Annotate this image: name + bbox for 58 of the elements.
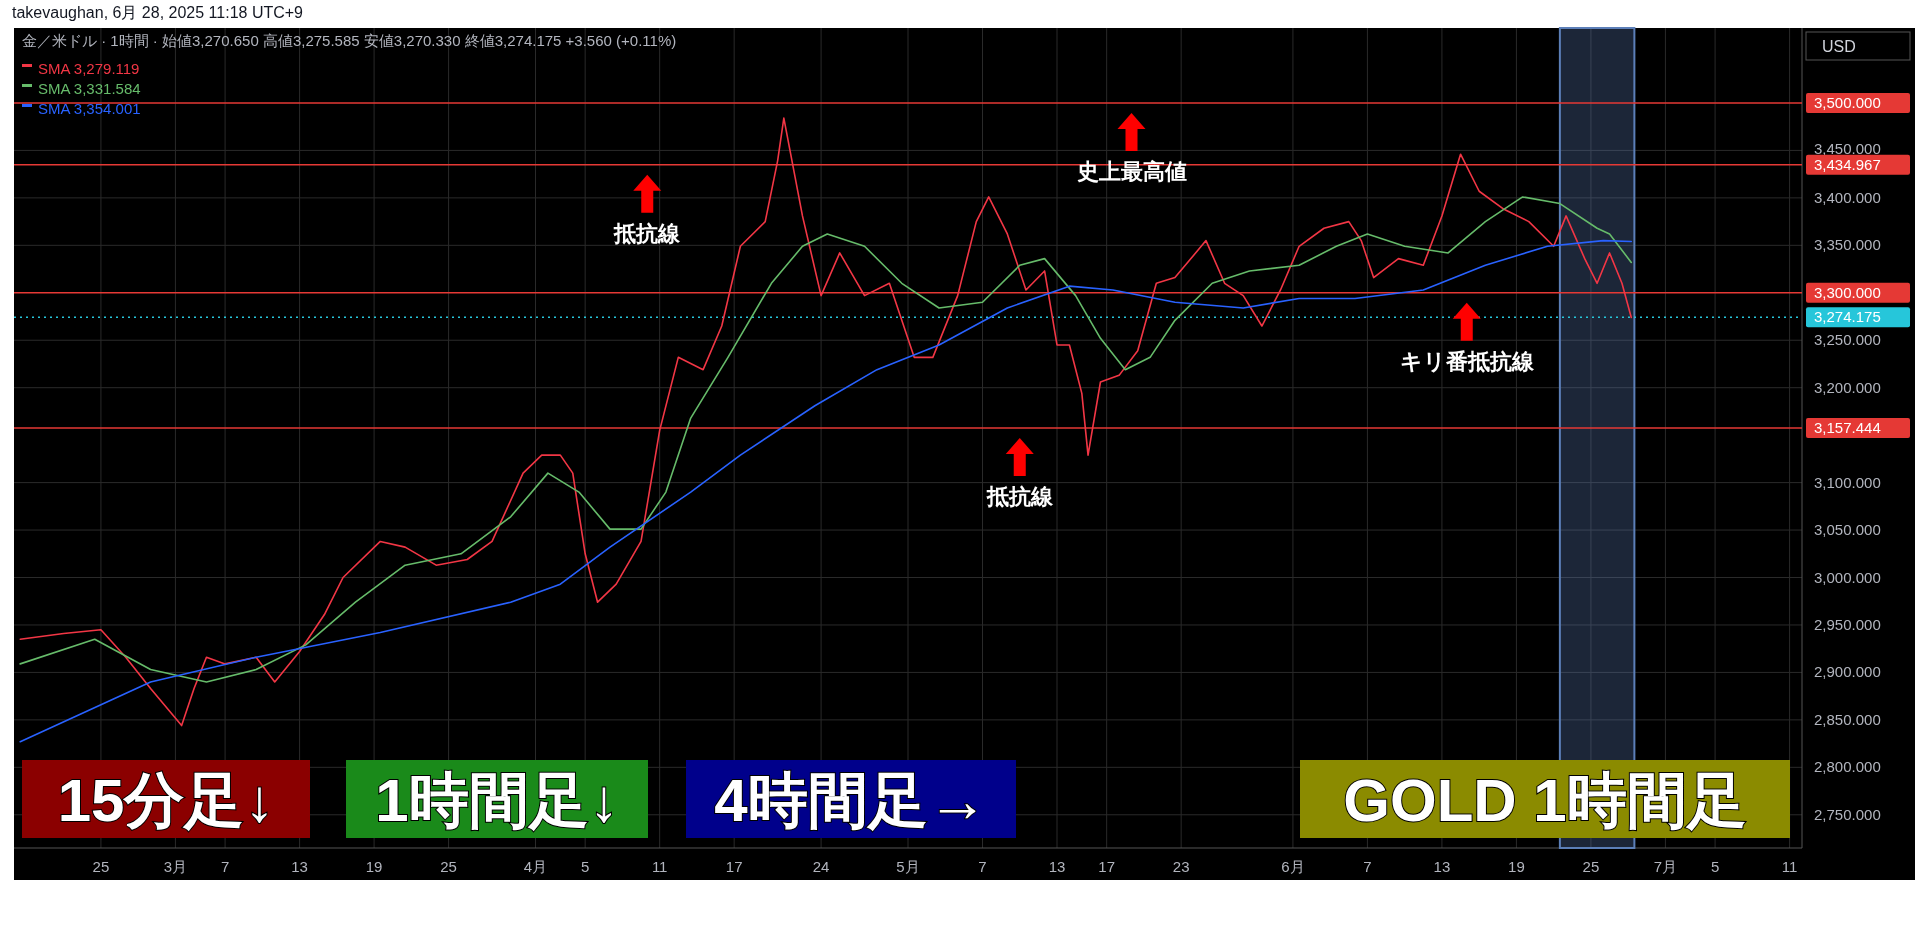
x-tick-label: 11 (1781, 858, 1798, 875)
text: takevaughan, 6月 28, 2025 11:18 UTC+9 (12, 4, 304, 21)
x-tick-label: 17 (725, 858, 743, 875)
y-tick-label: 2,950.000 (1814, 615, 1881, 633)
y-tick-label: 3,100.000 (1814, 473, 1881, 491)
y-tick-label: 3,200.000 (1814, 378, 1881, 396)
y-tick-label: 3,400.000 (1814, 188, 1881, 206)
x-tick-label: 6月 (1281, 858, 1305, 875)
y-tick-label: 3,000.000 (1814, 568, 1881, 586)
x-tick-label: 17 (1098, 858, 1116, 875)
x-tick-label: 7月 (1653, 858, 1678, 875)
y-tick-label: 3,350.000 (1814, 236, 1881, 254)
x-tick-label: 5月 (896, 858, 920, 875)
x-tick-label: 13 (1048, 858, 1066, 875)
x-tick-label: 25 (440, 858, 457, 875)
x-tick-label: 13 (291, 858, 308, 875)
y-tick-label: 2,900.000 (1814, 663, 1881, 681)
annotation: キリ番抵抗線 (1399, 348, 1535, 374)
line-series (19, 117, 1633, 727)
x-tick-label: 24 (812, 858, 830, 875)
x-tick-label: 7 (978, 858, 987, 875)
y-axis-title: USD (1822, 38, 1856, 55)
annotation: 15分足↓ (57, 767, 275, 834)
ref-line-label: 3,157.444 (1814, 419, 1881, 437)
legend-label: SMA 3,331.584 (38, 80, 141, 97)
annotation: 抵抗線 (613, 220, 682, 246)
x-tick-label: 3月 (163, 858, 188, 875)
x-tick-label: 5 (580, 858, 590, 875)
x-tick-label: 7 (220, 858, 230, 875)
ref-line-label: 3,500.000 (1814, 93, 1881, 111)
x-tick-label: 5 (1710, 858, 1720, 875)
annotation: 1時間足↓ (375, 767, 619, 834)
x-tick-label: 25 (92, 858, 110, 875)
chart-title: 金／米ドル · 1時間 · 始値3,270.650 高値3,275.585 安値3,270.330 終値3,274.175 +3.560 (+0.11%) (22, 32, 677, 49)
annotation: GOLD 1時間足 (1343, 767, 1747, 834)
ref-line-label: 3,434.967 (1814, 155, 1881, 173)
x-tick-label: 4月 (523, 858, 548, 875)
x-tick-label: 13 (1433, 858, 1451, 875)
x-tick-label: 23 (1172, 858, 1190, 875)
y-tick-label: 3,450.000 (1814, 139, 1881, 157)
x-tick-label: 19 (365, 858, 383, 875)
x-tick-label: 19 (1508, 858, 1525, 875)
ref-line-label: 3,274.175 (1814, 308, 1881, 326)
legend-label: SMA 3,279.119 (38, 60, 140, 77)
ref-line-label: 3,300.000 (1814, 283, 1881, 301)
x-tick-label: 7 (1363, 858, 1372, 875)
annotation: 抵抗線 (985, 484, 1054, 510)
annotation: 史上最高値 (1076, 158, 1187, 184)
x-tick-label: 25 (1582, 858, 1600, 875)
x-tick-label: 11 (651, 858, 668, 875)
y-tick-label: 2,850.000 (1814, 710, 1881, 728)
legend-label: SMA 3,354.001 (38, 100, 141, 117)
y-tick-label: 3,050.000 (1814, 521, 1881, 539)
y-tick-label: 3,250.000 (1814, 331, 1881, 349)
annotation: 4時間足→ (714, 767, 988, 834)
y-tick-label: 2,750.000 (1814, 805, 1881, 823)
y-tick-label: 2,800.000 (1814, 758, 1881, 776)
line-series (19, 196, 1633, 683)
